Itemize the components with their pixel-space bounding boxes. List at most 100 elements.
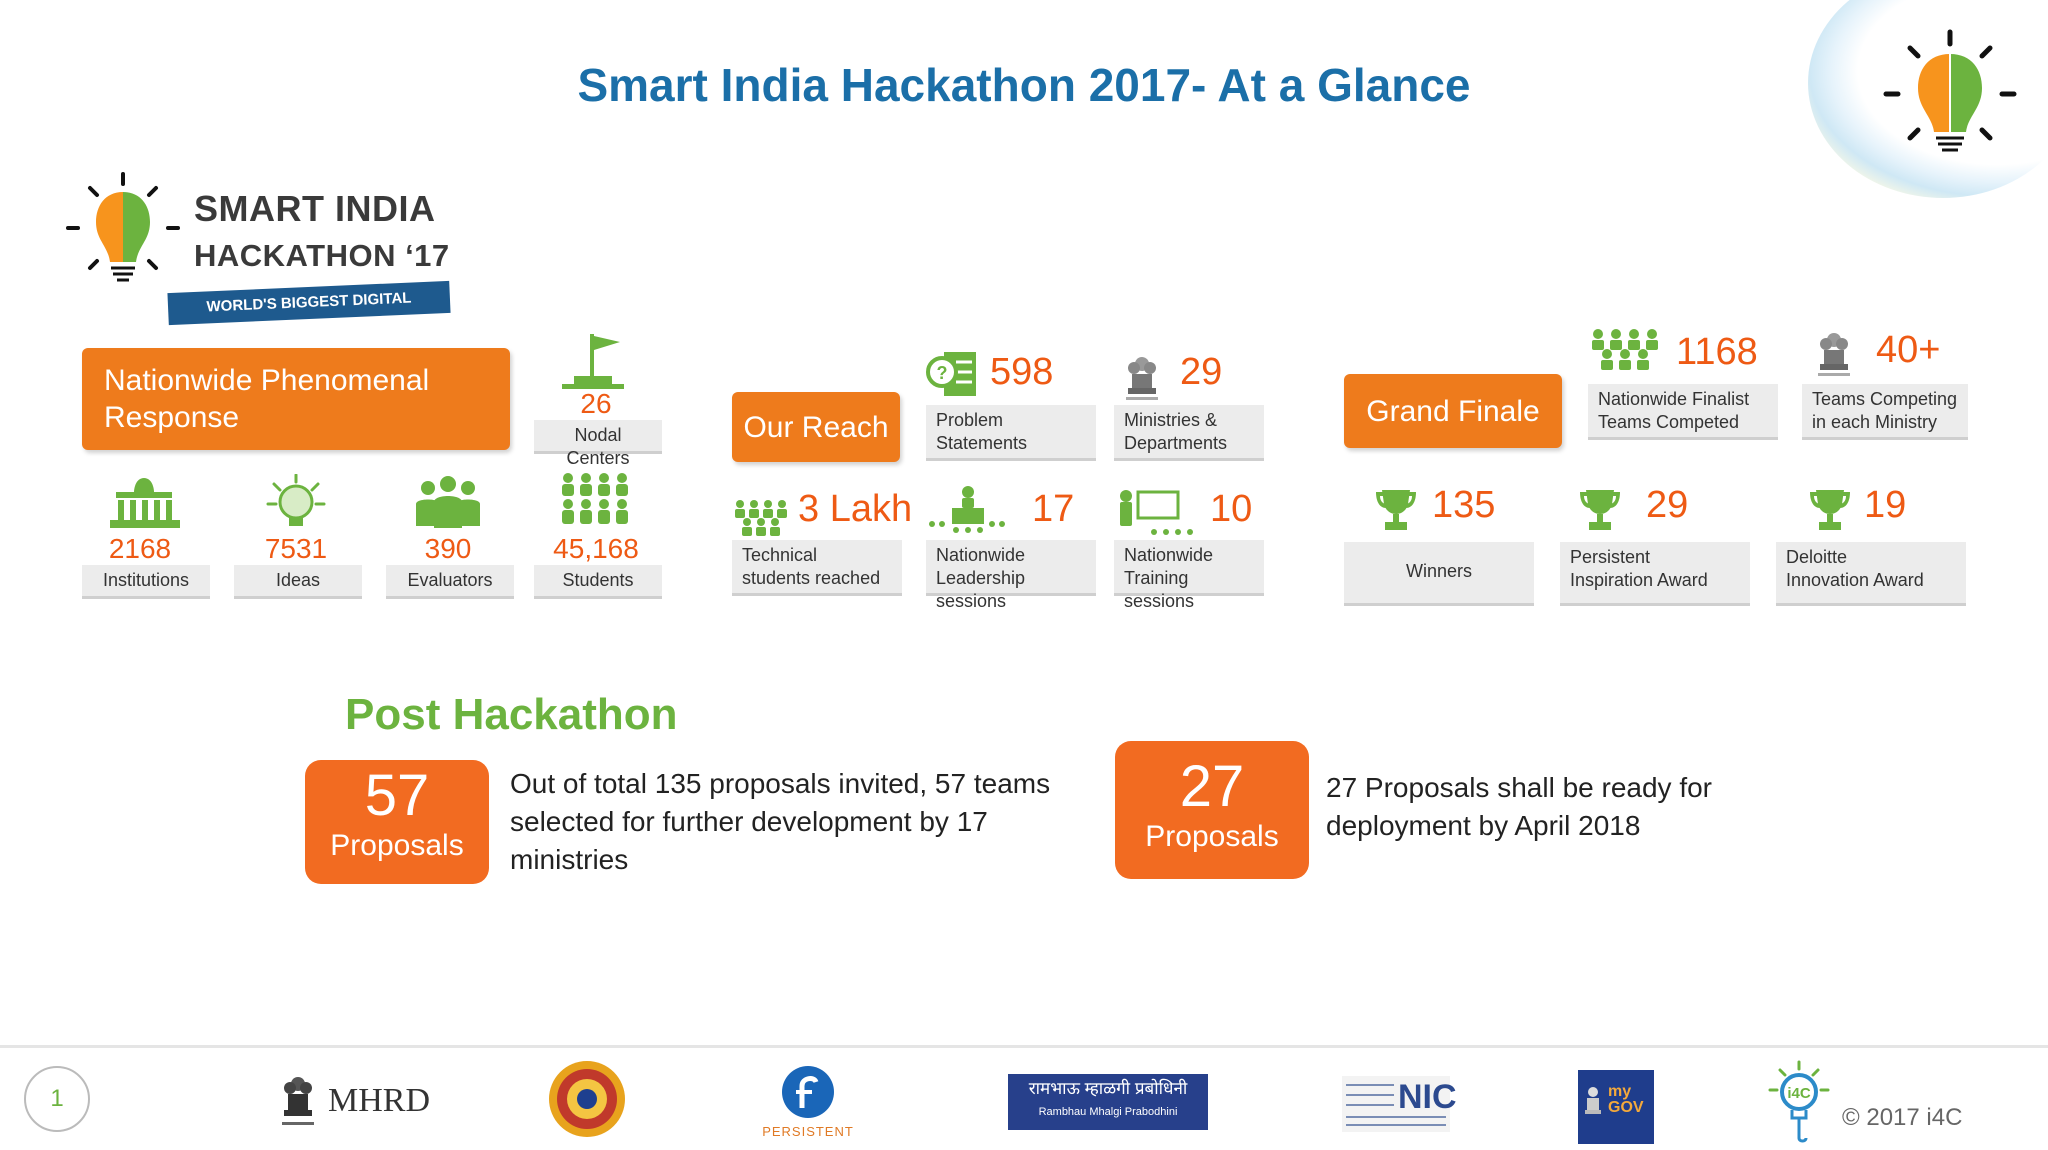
stat-label-persistent-line2: Inspiration Award <box>1570 570 1708 590</box>
nic-logo: NIC <box>1342 1076 1457 1132</box>
logo-title-line1: SMART INDIA <box>194 188 436 229</box>
crowd-icon <box>735 500 787 536</box>
stat-label-problems-line2: Statements <box>936 433 1028 453</box>
rambhau-logo-english: Rambhau Mhalgi Prabodhini <box>1038 1106 1178 1118</box>
stat-label-ideas: Ideas <box>234 565 362 599</box>
stat-label-persistent: Persistent Inspiration Award <box>1560 542 1750 606</box>
stat-label-ministries-line2: Departments <box>1124 433 1228 453</box>
nic-logo-text: NIC <box>1398 1078 1457 1116</box>
aicte-logo-icon <box>549 1061 625 1137</box>
stat-value-reached: 3 Lakh <box>798 488 913 530</box>
training-icon <box>1120 490 1193 535</box>
rambhau-logo-hindi: रामभाऊ म्हाळगी प्रबोधिनी <box>1028 1079 1188 1098</box>
emblem-icon <box>1818 333 1850 376</box>
mygov-logo-text: my GOV <box>1608 1083 1644 1116</box>
stat-label-problems-line1: Problem <box>936 410 1004 430</box>
svg-text:i4C: i4C <box>1787 1085 1811 1102</box>
stat-value-problems: 598 <box>990 351 1054 393</box>
stat-value-winners: 135 <box>1432 484 1496 526</box>
stat-label-reached: Technical students reached <box>732 540 902 596</box>
stat-label-winners: Winners <box>1344 542 1534 606</box>
evaluators-icon <box>416 476 480 528</box>
persistent-logo: PERSISTENT <box>762 1124 854 1139</box>
proposal-description: Out of total 135 proposals invited, 57 t… <box>510 768 1051 875</box>
page-number: 1 <box>24 1066 90 1132</box>
stat-label-problems: Problem Statements <box>926 405 1096 461</box>
stat-label-students: Students <box>534 565 662 599</box>
stat-value-deloitte: 19 <box>1864 484 1907 526</box>
bulb-brain-icon <box>1883 29 2017 152</box>
flag-icon <box>562 334 624 389</box>
emblem-icon <box>1126 357 1158 400</box>
stat-label-ministries: Ministries & Departments <box>1114 405 1264 461</box>
stat-label-ministries-line1: Ministries & <box>1124 410 1218 430</box>
proposal-box-27: 27 Proposals <box>1115 741 1309 879</box>
stat-label-competing-line2: in each Ministry <box>1812 412 1938 432</box>
mhrd-logo: MHRD <box>328 1082 431 1119</box>
emblem-icon <box>1585 1087 1601 1114</box>
students-icon <box>562 473 628 524</box>
nationwide-header-label: Nationwide Phenomenal Response <box>104 364 430 434</box>
stat-label-competing-line1: Teams Competing <box>1812 389 1958 409</box>
proposal-label: Proposals <box>1145 820 1279 853</box>
proposal-box-57: 57 Proposals <box>305 760 489 884</box>
emblem-icon <box>282 1077 314 1125</box>
stat-label-persistent-line1: Persistent <box>1570 547 1651 567</box>
stat-label-reached-line1: Technical <box>742 545 818 565</box>
proposal-number: 27 <box>1179 754 1245 819</box>
copyright: © 2017 i4C <box>1842 1104 1963 1131</box>
rambhau-logo: रामभाऊ म्हाळगी प्रबोधिनी Rambhau Mhalgi … <box>1008 1074 1208 1130</box>
svg-text:?: ? <box>937 363 948 383</box>
stat-value-ideas: 7531 <box>264 533 328 564</box>
sih-bulb-logo-icon <box>66 172 180 282</box>
nationwide-header: Nationwide Phenomenal Response <box>82 348 510 450</box>
stat-label-leadership-line2: Leadership sessions <box>936 568 1026 611</box>
stat-label-finalists-line1: Nationwide Finalist <box>1598 389 1750 409</box>
stat-label-deloitte-line2: Innovation Award <box>1786 570 1924 590</box>
proposal-label: Proposals <box>330 829 464 862</box>
stat-label-institutions: Institutions <box>82 565 210 599</box>
stat-label-nodal: Nodal Centers <box>534 420 662 468</box>
idea-brain-icon <box>266 474 326 526</box>
reach-header-label: Our Reach <box>743 410 889 444</box>
stat-value-students: 45,168 <box>553 533 639 564</box>
stat-label-competing: Teams Competing in each Ministry <box>1802 384 1968 440</box>
trophy-icon <box>1376 490 1416 530</box>
stat-label-evaluators: Evaluators <box>386 565 514 599</box>
stat-label-leadership: Nationwide Leadership sessions <box>926 540 1096 611</box>
logo-tagline: WORLD'S BIGGEST DIGITAL MOVEMENT <box>167 280 451 345</box>
leadership-icon <box>929 486 1005 533</box>
stat-label-finalists-line2: Teams Competed <box>1598 412 1740 432</box>
proposal-description: 27 Proposals shall be ready for deployme… <box>1326 772 1712 841</box>
stat-label-leadership-line1: Nationwide <box>936 545 1026 565</box>
trophy-icon <box>1810 490 1850 530</box>
stat-value-nodal: 26 <box>580 388 612 419</box>
trophy-icon <box>1580 490 1620 530</box>
problem-statement-icon: ? <box>926 352 976 396</box>
stat-value-leadership: 17 <box>1032 488 1075 530</box>
i4c-bulb-logo-icon: i4C <box>1768 1060 1830 1143</box>
stat-value-evaluators: 390 <box>424 533 472 564</box>
mygov-logo: my GOV <box>1578 1070 1654 1144</box>
stat-label-training-line1: Nationwide <box>1124 545 1214 565</box>
stat-label-finalists: Nationwide Finalist Teams Competed <box>1588 384 1778 440</box>
stat-value-training: 10 <box>1210 488 1253 530</box>
stat-value-competing: 40+ <box>1876 329 1941 371</box>
stat-label-reached-line2: students reached <box>742 568 881 588</box>
stat-label-deloitte-line1: Deloitte <box>1786 547 1848 567</box>
institution-icon <box>110 478 180 528</box>
stat-label-training-line2: Training sessions <box>1124 568 1195 611</box>
footer-divider <box>0 1045 2048 1048</box>
stat-value-institutions: 2168 <box>108 533 172 564</box>
teams-icon <box>1592 329 1658 370</box>
stat-label-training: Nationwide Training sessions <box>1114 540 1264 611</box>
post-hackathon-title: Post Hackathon <box>345 690 678 739</box>
reach-header: Our Reach <box>732 392 900 462</box>
proposal-number: 57 <box>364 763 430 828</box>
stat-label-deloitte: Deloitte Innovation Award <box>1776 542 1966 606</box>
finale-header: Grand Finale <box>1344 374 1562 448</box>
stat-value-ministries: 29 <box>1180 351 1223 393</box>
stat-value-finalists: 1168 <box>1676 331 1758 373</box>
page-title: Smart India Hackathon 2017- At a Glance <box>577 59 1471 111</box>
finale-header-label: Grand Finale <box>1366 394 1540 428</box>
